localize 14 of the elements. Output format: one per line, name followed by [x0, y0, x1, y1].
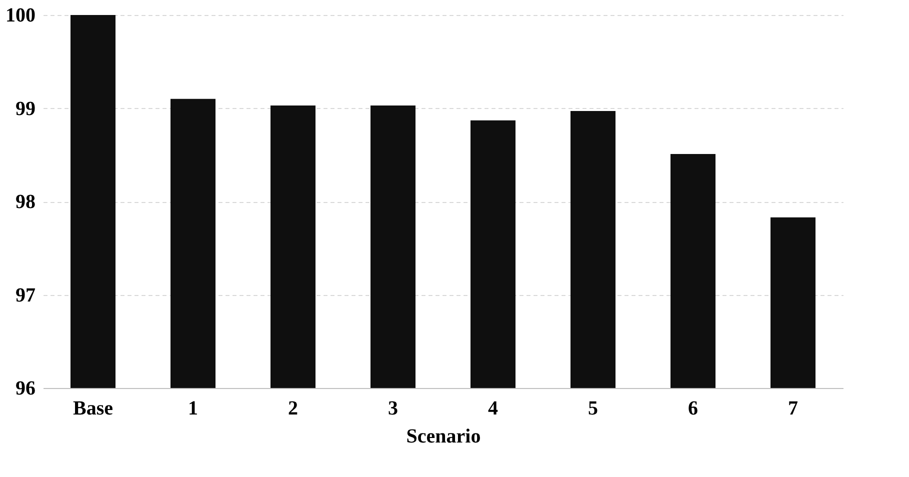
y-tick-label: 96 — [16, 378, 36, 400]
x-tick-label: 7 — [788, 398, 798, 420]
x-tick-label: 3 — [388, 398, 398, 420]
y-tick-label: 99 — [16, 98, 36, 120]
x-tick-label: 6 — [688, 398, 698, 420]
x-tick-label: 5 — [588, 398, 598, 420]
x-tick-label: 1 — [188, 398, 198, 420]
x-tick-label: Base — [73, 398, 114, 420]
y-tick-label: 97 — [16, 284, 36, 306]
y-tick-label: 100 — [6, 4, 36, 26]
x-tick-label: 4 — [488, 398, 498, 420]
x-axis-title: Scenario — [406, 426, 481, 448]
y-tick-label: 98 — [16, 191, 36, 213]
x-tick-label: 2 — [288, 398, 298, 420]
